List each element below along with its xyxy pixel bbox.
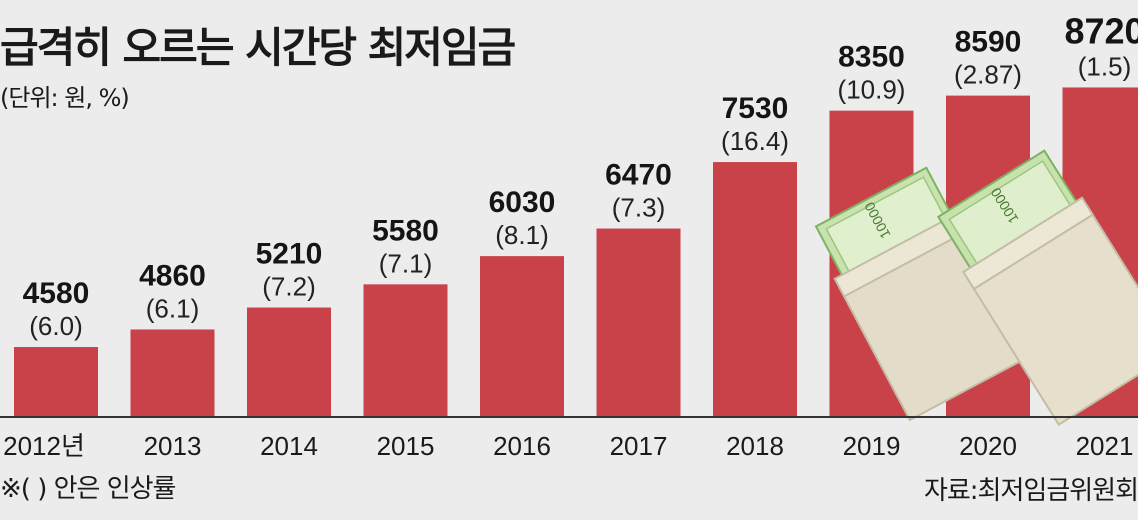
bar-1 xyxy=(130,329,215,417)
rate-label-0: (6.0) xyxy=(29,311,82,341)
value-label-5: 6470 xyxy=(605,159,672,192)
bar-0 xyxy=(14,347,98,417)
rate-label-3: (7.1) xyxy=(379,248,432,278)
value-label-8: 8590 xyxy=(955,26,1022,59)
rate-label-7: (10.9) xyxy=(838,75,906,105)
x-tick-4: 2016 xyxy=(493,431,551,461)
value-label-1: 4860 xyxy=(139,259,206,292)
value-label-4: 6030 xyxy=(489,186,556,219)
value-label-2: 5210 xyxy=(256,238,323,271)
x-tick-0: 2012년 xyxy=(3,431,85,461)
x-tick-6: 2018 xyxy=(726,431,784,461)
bar-4 xyxy=(480,256,564,417)
chart-title: 급격히 오르는 시간당 최저임금 xyxy=(0,23,516,72)
rate-label-9: (1.5) xyxy=(1078,51,1131,81)
source-note: 자료:최저임금위원회 xyxy=(923,476,1138,506)
bar-3 xyxy=(363,284,448,417)
labels-layer: (6.0)4580 2012년 (6.1)4860 2013 (7.2)5210 2014… xyxy=(3,10,1138,461)
unit-note: (단위: 원, %) xyxy=(0,84,130,112)
rate-label-2: (7.2) xyxy=(262,272,315,302)
value-label-9: 8720 xyxy=(1064,10,1138,51)
rate-label-6: (16.4) xyxy=(721,126,789,156)
value-label-3: 5580 xyxy=(372,214,439,247)
banknotes-in-envelopes-icon: 10000 10000 xyxy=(814,149,1138,427)
x-tick-5: 2017 xyxy=(610,431,668,461)
value-label-0: 4580 xyxy=(23,277,90,310)
x-tick-3: 2015 xyxy=(377,431,435,461)
value-label-7: 8350 xyxy=(838,41,905,74)
value-label-6: 7530 xyxy=(722,92,789,125)
bar-2 xyxy=(247,307,331,417)
x-tick-7: 2019 xyxy=(843,431,901,461)
rate-label-8: (2.87) xyxy=(954,60,1022,90)
rate-label-5: (7.3) xyxy=(612,193,665,223)
bar-5 xyxy=(596,228,681,417)
x-tick-2: 2014 xyxy=(260,431,318,461)
x-tick-9: 2021 xyxy=(1076,431,1134,461)
footnote: ※( ) 안은 인상률 xyxy=(0,474,176,504)
bar-6 xyxy=(713,162,797,417)
rate-label-4: (8.1) xyxy=(495,220,548,250)
x-tick-1: 2013 xyxy=(144,431,202,461)
rate-label-1: (6.1) xyxy=(146,293,199,323)
x-tick-8: 2020 xyxy=(959,431,1017,461)
